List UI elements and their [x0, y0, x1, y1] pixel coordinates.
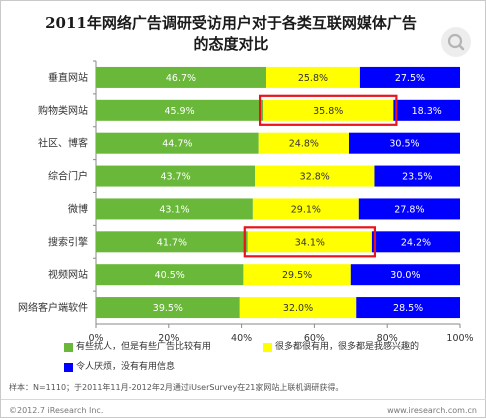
data-label: 24.8%	[289, 139, 319, 150]
category-label: 购物类网站	[38, 104, 88, 117]
data-label: 18.3%	[412, 106, 442, 117]
data-label: 34.1%	[295, 237, 325, 248]
bar-segment	[96, 231, 248, 253]
legend-label: 很多都很有用，很多都是我感兴趣的	[275, 342, 420, 352]
data-label: 41.7%	[157, 237, 187, 248]
bar-segment	[359, 66, 460, 88]
bar-segment	[358, 198, 460, 220]
sample-note: 样本：N=1110；于2011年11月-2012年2月通过iUserSurvey…	[9, 383, 344, 392]
x-tick-label: 100%	[446, 333, 473, 344]
data-label: 30.5%	[389, 139, 419, 150]
bar-segment	[348, 132, 460, 154]
data-label: 40.5%	[155, 270, 185, 281]
bar-segment	[96, 99, 264, 121]
x-tick-label: 20%	[158, 333, 179, 344]
data-label: 43.1%	[159, 204, 189, 215]
data-label: 39.5%	[153, 303, 183, 314]
x-tick-label: 0%	[88, 333, 103, 344]
x-tick-label: 40%	[231, 333, 252, 344]
data-label: 29.1%	[291, 204, 321, 215]
bar-segment	[96, 165, 256, 187]
bar-segment	[96, 66, 266, 88]
site-url: www.iresearch.com.cn	[387, 406, 477, 415]
copyright-text: ©2012.7 iResearch Inc.	[9, 406, 104, 415]
bar-segment	[239, 297, 357, 319]
category-label: 综合门户	[48, 170, 88, 183]
legend-swatch	[263, 343, 272, 352]
chart-title-line-1: 2011年网络广告调研受访用户对于各类互联网媒体广告	[45, 14, 417, 32]
category-label: 社区、博客	[38, 137, 88, 150]
bar-segment	[96, 198, 253, 220]
legend-swatch	[64, 343, 73, 352]
data-label: 43.7%	[160, 172, 190, 183]
bar-segment	[263, 99, 394, 121]
data-label: 29.5%	[282, 270, 312, 281]
data-label: 30.0%	[390, 270, 420, 281]
bar-segment	[96, 132, 259, 154]
data-label: 32.8%	[300, 172, 330, 183]
chart-title: 2011年网络广告调研受访用户对于各类互联网媒体广告 的态度对比	[1, 13, 461, 55]
bar-segment	[247, 231, 372, 253]
data-label: 25.8%	[298, 73, 328, 84]
x-tick-label: 60%	[304, 333, 325, 344]
bar-segment	[393, 99, 460, 121]
zoom-icon-glyph	[447, 33, 465, 51]
bar-segment	[371, 231, 460, 253]
data-label: 27.5%	[395, 73, 425, 84]
category-label: 视频网站	[48, 268, 88, 281]
bar-segment	[258, 132, 349, 154]
data-label: 27.8%	[394, 204, 424, 215]
bar-segment	[356, 297, 460, 319]
bar-segment	[265, 66, 360, 88]
chart-title-line-2: 的态度对比	[193, 35, 269, 53]
footer: ©2012.7 iResearch Inc. www.iresearch.com…	[1, 399, 486, 420]
legend-label: 令人厌烦，没有有用信息	[76, 362, 176, 372]
legend-swatch	[64, 363, 73, 372]
bar-segment	[255, 165, 375, 187]
x-tick-label: 80%	[377, 333, 398, 344]
category-label: 网络客户端软件	[18, 301, 88, 314]
data-label: 46.7%	[166, 73, 196, 84]
data-label: 44.7%	[162, 139, 192, 150]
data-label: 28.5%	[393, 303, 423, 314]
bar-segment	[374, 165, 460, 187]
data-label: 24.2%	[401, 237, 431, 248]
data-label: 35.8%	[313, 106, 343, 117]
bar-segment	[350, 264, 460, 286]
legend-label: 有些扰人，但是有些广告比较有用	[76, 342, 212, 352]
category-label: 微博	[68, 202, 88, 215]
category-label: 垂直网站	[48, 71, 88, 84]
data-label: 32.0%	[283, 303, 313, 314]
category-label: 搜索引擎	[48, 235, 88, 248]
highlight-box	[258, 94, 398, 126]
highlight-box	[243, 226, 377, 258]
bar-segment	[243, 264, 351, 286]
data-label: 45.9%	[164, 106, 194, 117]
bar-segment	[252, 198, 359, 220]
zoom-icon[interactable]	[441, 27, 471, 57]
data-label: 23.5%	[402, 172, 432, 183]
bar-segment	[96, 297, 240, 319]
bar-segment	[96, 264, 244, 286]
